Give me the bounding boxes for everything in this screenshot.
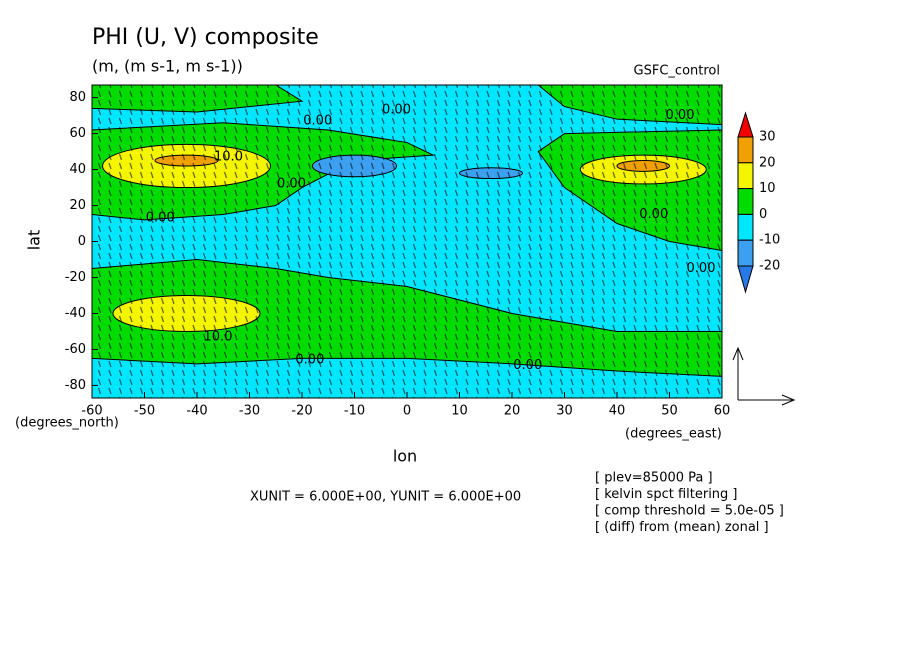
y-tick-label: -80 <box>65 378 86 393</box>
x-axis-label: lon <box>393 447 417 466</box>
contour-label: 10.0 <box>214 149 243 164</box>
chart-subtitle: (m, (m s-1, m s-1)) <box>92 57 243 76</box>
colorbar-label: 30 <box>759 130 776 145</box>
x-tick-label: 30 <box>556 404 573 419</box>
contour-label: 0.00 <box>513 358 542 373</box>
source-label: GSFC_control <box>634 64 720 79</box>
note: [ kelvin spct filtering ] <box>595 487 738 502</box>
x-tick-label: 20 <box>504 404 521 419</box>
x-tick-label: -60 <box>81 404 102 419</box>
plot-area <box>92 85 722 398</box>
contour-label: 0.00 <box>295 353 324 368</box>
colorbar-box <box>737 239 754 267</box>
x-tick-label: -10 <box>344 404 365 419</box>
colorbar-label: 10 <box>759 181 776 196</box>
colorbar-label: 0 <box>759 207 767 222</box>
chart-title: PHI (U, V) composite <box>92 25 319 50</box>
x-tick-label: 0 <box>403 404 411 419</box>
x-tick-label: -20 <box>291 404 312 419</box>
note: [ (diff) from (mean) zonal ] <box>595 520 769 535</box>
colorbar-label: -20 <box>759 259 780 274</box>
colorbar-box <box>737 136 754 164</box>
colorbar-box <box>737 188 754 215</box>
contour-label: 0.00 <box>303 113 332 128</box>
y-tick-label: 80 <box>69 90 86 105</box>
note: [ plev=85000 Pa ] <box>595 471 713 486</box>
contour-label: 0.00 <box>277 176 306 191</box>
note: [ comp threshold = 5.0e-05 ] <box>595 504 784 519</box>
y-tick-label: 0 <box>78 234 86 249</box>
contour-label: 0.00 <box>639 207 668 222</box>
vector-units: XUNIT = 6.000E+00, YUNIT = 6.000E+00 <box>250 490 521 505</box>
y-axis-label: lat <box>25 230 44 251</box>
colorbar-cap <box>737 111 754 138</box>
y-tick-label: 40 <box>69 162 86 177</box>
contour-label: 0.00 <box>687 261 716 276</box>
x-tick-label: 50 <box>661 404 678 419</box>
x-tick-label: 10 <box>451 404 468 419</box>
y-tick-label: -40 <box>65 306 86 321</box>
x-tick-label: -30 <box>239 404 260 419</box>
colorbar-label: -10 <box>759 233 780 248</box>
contour-label: 10.0 <box>204 329 233 344</box>
colorbar-box <box>737 213 754 241</box>
contour-label: 0.00 <box>146 211 175 226</box>
colorbar-label: 20 <box>759 155 776 170</box>
colorbar-cap <box>737 265 754 294</box>
x-units: (degrees_east) <box>625 427 722 442</box>
reference-vector <box>732 346 796 406</box>
y-tick-label: 60 <box>69 126 86 141</box>
y-units: (degrees_north) <box>15 416 119 431</box>
colorbar-box <box>737 162 754 190</box>
x-tick-label: -40 <box>186 404 207 419</box>
y-tick-label: -20 <box>65 270 86 285</box>
x-tick-label: 60 <box>714 404 731 419</box>
contour-label: 0.00 <box>382 103 411 118</box>
x-tick-label: 40 <box>609 404 626 419</box>
contour-label: 0.00 <box>666 108 695 123</box>
y-tick-label: -60 <box>65 342 86 357</box>
x-tick-label: -50 <box>134 404 155 419</box>
y-tick-label: 20 <box>69 198 86 213</box>
vector-field <box>92 85 722 398</box>
